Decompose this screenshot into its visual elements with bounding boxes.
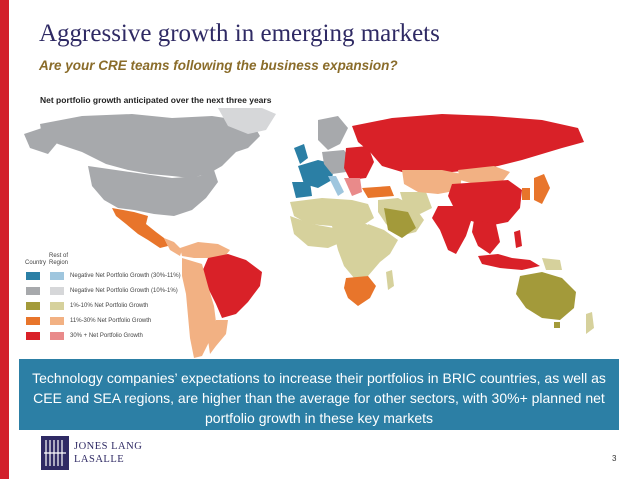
legend-item: 11%-30% Net Portfolio Growth (26, 317, 186, 326)
legend-swatch-rest (50, 272, 64, 280)
map-region-italy (328, 176, 344, 196)
legend-item-label: 30% + Net Portfolio Growth (70, 333, 143, 339)
map-region-canada (40, 114, 260, 178)
map-region-iran (400, 192, 432, 214)
map-region-north-africa (290, 198, 374, 226)
legend-header-rest-line1: Rest of (49, 253, 69, 259)
legend-item: Negative Net Portfolio Growth (30%-11%) (26, 272, 186, 281)
legend-swatch-country (26, 317, 40, 325)
map-region-southern-africa (344, 276, 376, 306)
legend-item: Negative Net Portfolio Growth (10%-1%) (26, 287, 186, 296)
map-region-australia (516, 272, 576, 320)
map-region-western-europe (298, 160, 334, 188)
legend-swatch-rest (50, 302, 64, 310)
legend-swatch-rest (50, 317, 64, 325)
map-region-central-asia (402, 170, 462, 194)
map-region-greenland (218, 108, 276, 134)
map-label: Net portfolio growth anticipated over th… (40, 95, 272, 105)
logo-text: JONES LANG LASALLE (74, 440, 142, 466)
map-region-russia (352, 114, 584, 174)
legend-header-rest-line2: Region (49, 260, 69, 266)
map-region-tasmania (554, 322, 560, 328)
map-region-brazil (202, 254, 262, 318)
legend-swatch-rest (50, 287, 64, 295)
logo-line2: LASALLE (74, 454, 125, 465)
map-region-indonesia (478, 254, 540, 270)
legend-item-label: Negative Net Portfolio Growth (10%-1%) (70, 288, 178, 294)
map-region-madagascar (386, 270, 394, 290)
map-region-west-africa (290, 216, 342, 248)
map-region-mongolia (458, 166, 510, 184)
map-region-scandinavia (318, 116, 348, 150)
map-region-saudi-arabia (384, 208, 416, 238)
map-region-new-zealand (586, 312, 594, 334)
map-region-turkey (362, 186, 394, 198)
legend-swatch-rest (50, 332, 64, 340)
map-region-philippines (514, 230, 522, 248)
map-region-east-africa (368, 224, 398, 262)
map-region-eastern-europe (344, 146, 374, 180)
legend-item: 30% + Net Portfolio Growth (26, 332, 186, 341)
legend-item: 1%-10% Net Portfolio Growth (26, 302, 186, 311)
map-region-japan (534, 174, 550, 204)
legend-swatch-country (26, 302, 40, 310)
page-title: Aggressive growth in emerging markets (39, 20, 440, 47)
accent-bar (0, 0, 9, 479)
legend-swatch-country (26, 332, 40, 340)
map-region-south-america-north (180, 242, 230, 260)
summary-banner: Technology companies’ expectations to in… (19, 359, 619, 430)
map-region-south-cone (208, 320, 228, 354)
map-region-korea (522, 188, 530, 200)
map-region-uk (294, 144, 308, 164)
world-map (24, 108, 594, 358)
legend-header-country: Country (25, 260, 47, 266)
legend-item-label: Negative Net Portfolio Growth (30%-11%) (70, 273, 181, 279)
legend-item-label: 11%-30% Net Portfolio Growth (70, 318, 152, 324)
legend-swatch-country (26, 287, 40, 295)
map-region-usa (88, 166, 218, 216)
map-region-central-america (164, 238, 182, 256)
company-logo: JONES LANG LASALLE (41, 436, 151, 472)
page-number: 3 (612, 454, 617, 463)
legend-swatch-country (26, 272, 40, 280)
map-region-india (432, 206, 472, 254)
map-region-balkans (344, 178, 362, 196)
page-subtitle: Are your CRE teams following the busines… (39, 58, 398, 73)
logo-mark-icon (41, 436, 69, 470)
summary-banner-text: Technology companies’ expectations to in… (32, 370, 606, 426)
map-region-new-guinea (542, 258, 562, 270)
legend-item-label: 1%-10% Net Portfolio Growth (70, 303, 149, 309)
map-region-andes (182, 258, 216, 358)
logo-line1: JONES LANG (74, 441, 143, 452)
map-region-mexico (112, 208, 168, 248)
map-region-alaska (24, 128, 58, 154)
map-region-iberia (292, 182, 312, 198)
map-region-southeast-asia (472, 220, 500, 254)
legend-header-rest: Rest of Region (49, 253, 68, 267)
